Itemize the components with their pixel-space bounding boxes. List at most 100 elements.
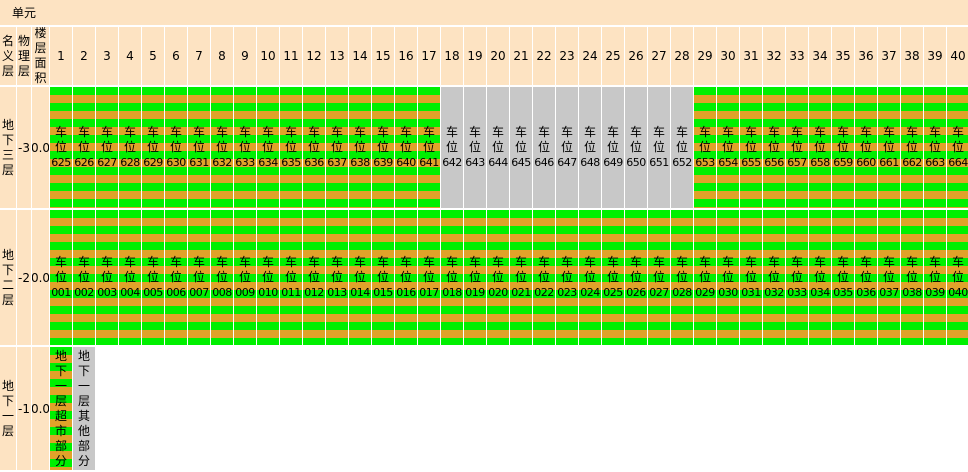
column-number: 6	[172, 49, 180, 63]
column-number: 3	[103, 49, 111, 63]
parking-cell: 车位 012	[303, 210, 325, 345]
cell-code: 640	[396, 156, 416, 169]
column-number: 39	[927, 49, 943, 63]
cell-code: 659	[833, 156, 853, 169]
cell-text: 车位	[560, 125, 573, 154]
cell-code: 040	[948, 286, 968, 299]
parking-cell: 车位 660	[855, 87, 877, 208]
cell-text: 车位	[468, 255, 481, 284]
column-header: 34	[809, 27, 831, 85]
parking-cell: 车位 632	[211, 87, 233, 208]
parking-cell: 车位 023	[556, 210, 578, 345]
parking-cell: 车位 009	[234, 210, 256, 345]
cell-code: 634	[258, 156, 278, 169]
column-number: 21	[513, 49, 529, 63]
cell-code: 008	[212, 286, 232, 299]
cell-code: 001	[51, 286, 71, 299]
column-number: 9	[241, 49, 249, 63]
cell-text: 车位	[951, 125, 964, 154]
cell-code: 631	[189, 156, 209, 169]
column-number: 12	[306, 49, 322, 63]
parking-cell: 车位 036	[855, 210, 877, 345]
cell-code: 636	[304, 156, 324, 169]
column-number: 11	[283, 49, 299, 63]
column-header: 31	[740, 27, 762, 85]
cell-text: 车位	[123, 125, 136, 154]
parking-cell: 车位 637	[326, 87, 348, 208]
parking-cell: 车位 001	[50, 210, 72, 345]
floor-name: 地下一层	[0, 347, 16, 470]
column-number: 8	[218, 49, 226, 63]
parking-cell: 车位 029	[694, 210, 716, 345]
column-header: 16	[395, 27, 417, 85]
parking-cell: 车位 647	[556, 87, 578, 208]
cell-text: 车位	[307, 125, 320, 154]
cell-code: 006	[166, 286, 186, 299]
parking-cell: 车位 033	[786, 210, 808, 345]
cell-code: 036	[856, 286, 876, 299]
cell-text: 车位	[560, 255, 573, 284]
cell-code: 646	[534, 156, 554, 169]
cell-text: 车位	[422, 125, 435, 154]
cell-text: 车位	[652, 255, 665, 284]
cell-code: 034	[810, 286, 830, 299]
cell-text: 车位	[675, 125, 688, 154]
cell-text: 车位	[376, 125, 389, 154]
cell-code: 661	[879, 156, 899, 169]
cell-text: 车位	[330, 125, 343, 154]
parking-cell: 车位 657	[786, 87, 808, 208]
cell-code: 639	[373, 156, 393, 169]
column-number: 16	[398, 49, 414, 63]
cell-text: 车位	[54, 125, 67, 154]
cell-code: 648	[580, 156, 600, 169]
column-number: 31	[743, 49, 759, 63]
parking-cell: 车位 014	[349, 210, 371, 345]
cell-code: 654	[718, 156, 738, 169]
cell-text: 车位	[238, 255, 251, 284]
cell-text: 车位	[54, 255, 67, 284]
cell-text: 车位	[790, 125, 803, 154]
parking-cell: 车位 038	[901, 210, 923, 345]
parking-cell: 车位 026	[625, 210, 647, 345]
cell-text: 地下一层其他部分	[77, 348, 90, 468]
cell-code: 015	[373, 286, 393, 299]
cell-code: 010	[258, 286, 278, 299]
cell-code: 031	[741, 286, 761, 299]
cell-code: 625	[51, 156, 71, 169]
parking-cell: 车位 664	[947, 87, 968, 208]
cell-text: 车位	[77, 125, 90, 154]
parking-cell: 车位 662	[901, 87, 923, 208]
cell-code: 662	[902, 156, 922, 169]
cell-text: 车位	[836, 125, 849, 154]
parking-cell: 车位 006	[165, 210, 187, 345]
cell-text: 车位	[905, 125, 918, 154]
cell-text: 车位	[951, 255, 964, 284]
parking-cell: 车位 639	[372, 87, 394, 208]
cell-text: 车位	[882, 255, 895, 284]
column-number: 20	[490, 49, 506, 63]
parking-cell: 车位 032	[763, 210, 785, 345]
parking-cell: 车位 027	[648, 210, 670, 345]
cell-text: 车位	[445, 125, 458, 154]
column-header: 15	[372, 27, 394, 85]
parking-cell: 车位 646	[533, 87, 555, 208]
cell-text: 车位	[537, 255, 550, 284]
parking-cell: 车位 642	[441, 87, 463, 208]
column-header: 11	[280, 27, 302, 85]
parking-cell: 车位 644	[487, 87, 509, 208]
cell-text: 车位	[215, 125, 228, 154]
cell-code: 660	[856, 156, 876, 169]
column-header: 23	[556, 27, 578, 85]
cell-text: 车位	[146, 125, 159, 154]
column-number: 4	[126, 49, 134, 63]
cell-text: 车位	[307, 255, 320, 284]
cell-code: 664	[948, 156, 968, 169]
column-number: 35	[835, 49, 851, 63]
floor-area-text: 0.0	[32, 270, 49, 285]
cell-code: 032	[764, 286, 784, 299]
parking-cell: 车位 663	[924, 87, 946, 208]
floor-area: 0.0	[32, 347, 49, 470]
column-header: 9	[234, 27, 256, 85]
parking-cell: 车位 653	[694, 87, 716, 208]
cell-text: 车位	[399, 255, 412, 284]
